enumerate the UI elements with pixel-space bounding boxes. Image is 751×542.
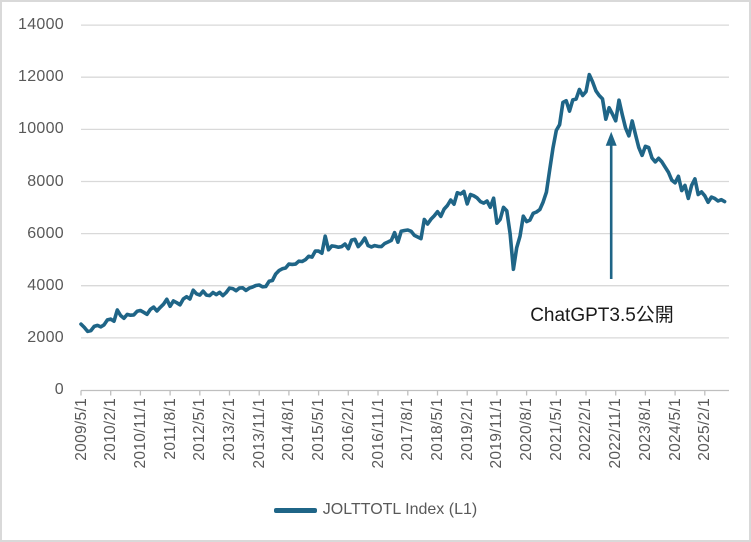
x-axis-label-2015-5-1: 2015/5/1 (310, 398, 328, 461)
x-axis-label-2011-8-1: 2011/8/1 (161, 398, 179, 460)
x-axis-label-2010-11-1: 2010/11/1 (131, 398, 149, 469)
y-axis-label-14000: 14000 (18, 16, 64, 34)
legend-line-swatch (273, 507, 317, 513)
x-axis-label-2020-8-1: 2020/8/1 (518, 398, 536, 461)
x-axis-label-2018-5-1: 2018/5/1 (428, 398, 446, 461)
y-axis-label-12000: 12000 (18, 68, 64, 86)
x-axis-label-2017-8-1: 2017/8/1 (399, 398, 417, 461)
x-axis-label-2023-8-1: 2023/8/1 (636, 398, 654, 461)
y-axis-label-8000: 8000 (27, 172, 64, 190)
annotation-arrow-head (605, 131, 617, 146)
x-axis-label-2009-5-1: 2009/5/1 (72, 398, 90, 461)
x-axis-label-2010-2-1: 2010/2/1 (102, 398, 120, 461)
x-axis-label-2013-11-1: 2013/11/1 (250, 398, 268, 469)
legend-label: JOLTTOTL Index (L1) (322, 501, 478, 518)
x-axis-label-2022-2-1: 2022/2/1 (577, 398, 595, 461)
x-axis-label-2025-2-1: 2025/2/1 (696, 398, 714, 461)
y-axis-label-4000: 4000 (27, 276, 64, 294)
annotation-label: ChatGPT3.5公開 (530, 305, 674, 326)
x-axis-label-2016-11-1: 2016/11/1 (369, 398, 387, 469)
x-axis-label-2016-2-1: 2016/2/1 (339, 398, 357, 461)
x-axis-label-2012-5-1: 2012/5/1 (191, 398, 209, 461)
series-line-jolttotl (79, 72, 727, 334)
y-axis-label-0: 0 (54, 381, 64, 398)
y-axis-label-2000: 2000 (27, 328, 64, 346)
y-axis-label-6000: 6000 (27, 224, 64, 242)
legend: JOLTTOTL Index (L1) (2, 501, 749, 519)
x-axis-label-2021-5-1: 2021/5/1 (547, 398, 565, 461)
y-axis-label-10000: 10000 (18, 120, 64, 138)
x-axis-label-2019-11-1: 2019/11/1 (488, 398, 506, 469)
x-axis-label-2019-2-1: 2019/2/1 (458, 398, 476, 461)
x-axis-label-2013-2-1: 2013/2/1 (221, 398, 239, 461)
x-axis-label-2014-8-1: 2014/8/1 (280, 398, 298, 461)
x-axis-label-2024-5-1: 2024/5/1 (666, 398, 684, 461)
x-axis-label-2022-11-1: 2022/11/1 (607, 398, 625, 469)
